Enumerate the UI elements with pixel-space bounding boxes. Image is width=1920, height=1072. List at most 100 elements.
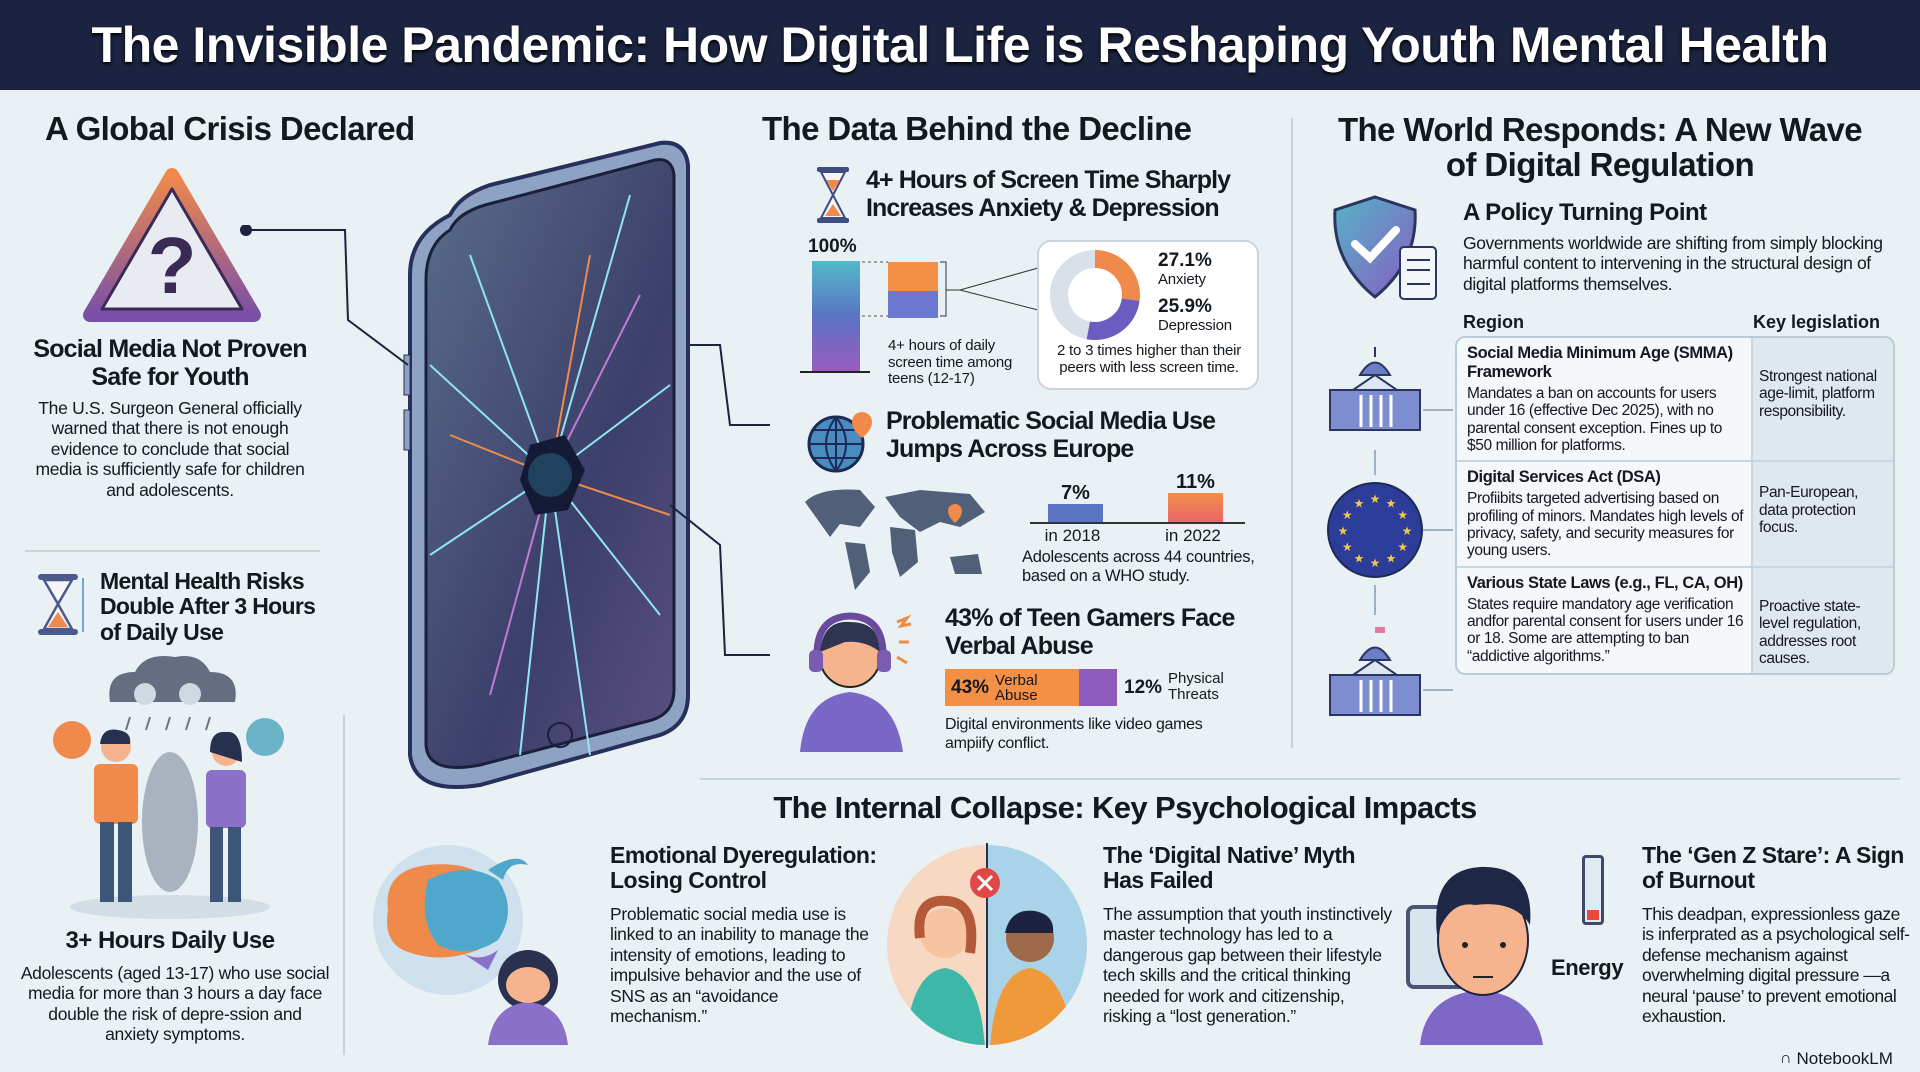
eu-star: ★ [1386,496,1397,510]
battery-energy-icon [1582,855,1604,925]
europe-bar-chart: 7% 11% [1030,468,1245,524]
warning-body: The U.S. Surgeon General officially warn… [35,398,305,500]
capitol-building-icon [1329,347,1421,431]
anxiety-segment [888,262,938,291]
energy-label: Energy [1551,955,1624,980]
physical-value: 12% [1124,677,1163,698]
row-title: Various State Laws (e.g., FL, CA, OH) [1467,573,1743,592]
europe-bar-in-2018 [1048,503,1103,522]
anxiety-depression-donut [1050,250,1140,340]
impact-body: The assumption that youth instinctively … [1103,904,1392,1027]
hourglass-icon [38,574,84,635]
brand-name: NotebookLM [1796,1049,1893,1068]
europe-bar-labels: in 2018 in 2022 [1030,526,1245,546]
row-note: Pan-European, data protection focus. [1759,484,1859,537]
divider [700,778,1900,780]
eu-star: ★ [1354,496,1365,510]
row-title: Social Media Minimum Age (SMMA) Framewor… [1467,344,1733,381]
bar-caption: 4+ hours of daily screen time among teen… [888,337,1013,387]
section-heading-data: The Data Behind the Decline [762,110,1192,147]
europe-bar-value: 11% [1176,471,1215,494]
depression-slice [1086,298,1140,340]
total-bar-label: 100% [808,236,857,257]
europe-note: Adolescents across 44 countries, based o… [1022,548,1255,586]
risk-caption-title: 3+ Hours Daily Use [65,927,275,954]
section-heading-global-crisis: A Global Crisis Declared [45,110,415,147]
table-row: Digital Services Act (DSA) Profiibits tar… [1457,462,1893,568]
europe-bar-value: 7% [1061,481,1090,504]
notebooklm-icon: ∩ [1780,1050,1792,1067]
page-title: The Invisible Pandemic: How Digital Life… [0,0,1920,90]
cracked-phone-illustration [403,140,690,789]
europe-title: Problematic Social Media Use Jumps Acros… [886,407,1216,463]
impact-title: The ‘Gen Z Stare’: A Sign of Burnout [1642,842,1904,894]
physical-label: Physical Threats [1168,670,1224,703]
divider [25,550,320,552]
energy-level-fill [1587,910,1599,920]
impact-title: Emotional Dyeregulation: Losing Control [610,842,877,894]
bar-label-2018: in 2018 [1044,526,1101,545]
bracket-connector [862,261,1039,317]
gen-z-stare-illustration [1406,866,1543,1045]
row-body: Mandates a ban on accounts for users und… [1467,384,1722,455]
gamers-abuse-bar: 43% Verbal Abuse [945,669,1117,706]
shield-check-icon [1333,195,1437,300]
globe-pin-icon [807,412,872,473]
eu-star: ★ [1397,540,1408,554]
verbal-abuse-segment: 43% Verbal Abuse [945,669,1080,706]
row-title: Digital Services Act (DSA) [1467,468,1661,487]
eu-star: ★ [1402,524,1413,538]
verbal-label: Verbal Abuse [995,671,1038,704]
eu-star: ★ [1342,508,1353,522]
impact-body: Problematic social media use is linked t… [610,904,869,1027]
row-body: Profiibits targeted advertising based on… [1467,490,1744,560]
remainder-slice [1050,250,1096,340]
section-heading-regulation: The World Responds: A New Wave of Digita… [1337,111,1863,183]
eu-star: ★ [1370,492,1381,506]
anxiety-label: Anxiety [1158,271,1206,288]
table-header-legislation: Key legislation [1753,312,1881,332]
row-body: States require mandatory age verificatio… [1467,595,1744,665]
connector-lines [240,225,770,656]
depression-segment [888,290,938,318]
impact-body: This deadpan, expressionless gaze is inf… [1642,904,1910,1027]
depression-value: 25.9% [1158,296,1212,317]
eu-star: ★ [1370,556,1381,570]
eu-star: ★ [1386,552,1397,566]
screen-time-note: 2 to 3 times higher than their peers wit… [1056,342,1242,376]
table-row: Various State Laws (e.g., FL, CA, OH) Sta… [1457,567,1893,674]
svg-text:?: ? [148,221,197,310]
impact-title: The ‘Digital Native’ Myth Has Failed [1103,842,1356,894]
total-bar [812,261,860,371]
bar-label-2022: in 2022 [1165,526,1221,545]
section-heading-internal-collapse: The Internal Collapse: Key Psychological… [773,790,1477,825]
state-capitol-icon [1329,627,1421,716]
risk-body: Adolescents (aged 13-17) who use social … [20,963,330,1045]
world-map-illustration [805,489,985,590]
brain-distress-illustration [373,845,568,1045]
region-icons: ★★★★★★★★★ ★ ★★ [1327,347,1453,716]
hourglass-icon [817,167,849,223]
risk-title: Mental Health Risks Double After 3 Hours… [100,568,316,645]
bar-baseline [800,371,870,373]
eu-flag-icon: ★★★★★★★★★ ★ ★★ [1327,482,1423,578]
digital-native-illustration [887,843,1087,1048]
europe-bar-in-2022 [1168,493,1223,522]
warning-question-icon: ? [83,168,261,322]
warning-title: Social Media Not Proven Safe for Youth [33,335,307,391]
physical-threats-segment [1079,669,1117,706]
eu-star: ★ [1397,508,1408,522]
legislation-table: Social Media Minimum Age (SMMA) Framewor… [1455,336,1895,676]
row-note: Strongest national age-limit, platform r… [1759,368,1877,420]
policy-body: Governments worldwide are shifting from … [1463,233,1883,294]
depression-label: Depression [1158,317,1232,334]
gamer-headset-illustration [800,612,912,752]
sad-teens-illustration [53,656,284,919]
divider [1291,118,1293,748]
eu-star: ★ [1342,540,1353,554]
gamers-title: 43% of Teen Gamers Face Verbal Abuse [945,604,1235,660]
screen-time-stacked-bar [888,262,938,318]
divider [343,715,345,1055]
policy-title: A Policy Turning Point [1463,199,1707,226]
verbal-value: 43% [951,676,990,698]
